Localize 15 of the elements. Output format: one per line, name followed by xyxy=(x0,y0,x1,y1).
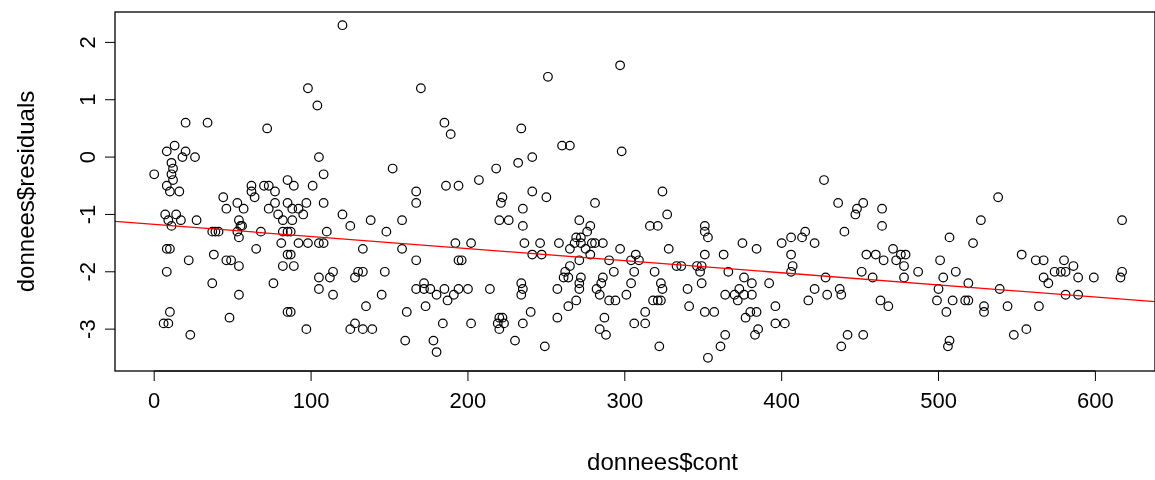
x-tick-label: 600 xyxy=(1077,388,1114,413)
x-axis-title: donnees$cont xyxy=(587,448,739,475)
y-tick-label: 1 xyxy=(75,93,100,106)
y-tick-label: -3 xyxy=(75,319,100,339)
x-tick-label: 500 xyxy=(920,388,957,413)
x-tick-label: 200 xyxy=(449,388,487,413)
y-tick-label: 0 xyxy=(75,150,100,164)
x-tick-label: 0 xyxy=(148,388,161,413)
y-tick-label: 2 xyxy=(75,36,100,49)
x-tick-label: 300 xyxy=(606,388,644,413)
y-tick-label: -2 xyxy=(75,262,100,282)
y-axis-title: donnees$residuals xyxy=(12,90,39,293)
x-tick-label: 100 xyxy=(292,388,330,413)
x-tick-label: 400 xyxy=(763,388,801,413)
y-tick-label: -1 xyxy=(75,204,100,225)
